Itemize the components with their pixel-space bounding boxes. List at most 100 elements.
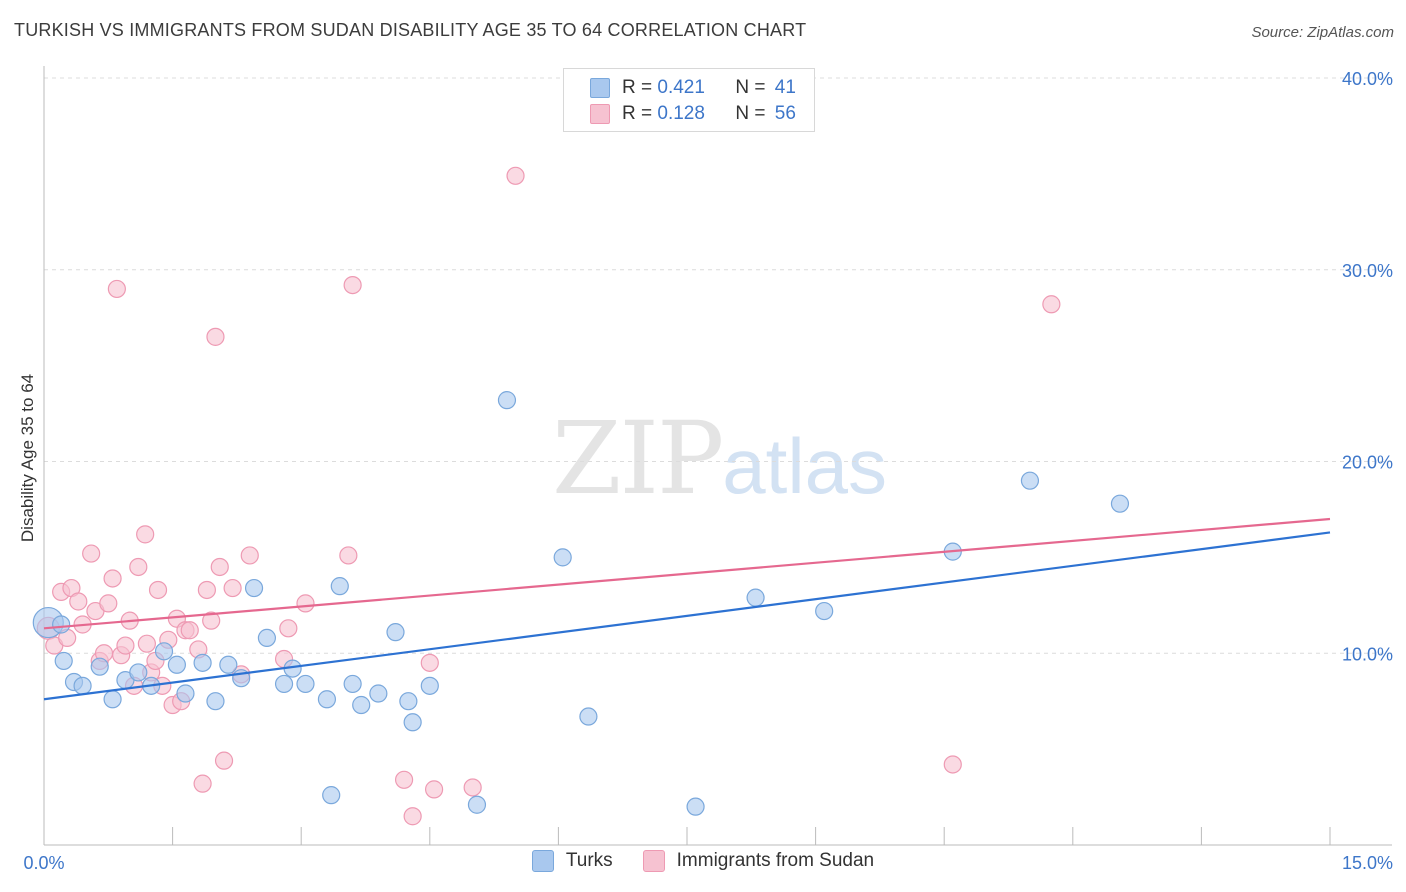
legend-swatch-turks xyxy=(590,78,610,98)
sudan-point xyxy=(82,544,101,563)
turks-point xyxy=(244,578,264,598)
turks-point xyxy=(686,797,705,816)
sudan-point xyxy=(103,569,122,588)
sudan-point xyxy=(463,778,482,797)
legend-n-value: 56 xyxy=(774,103,796,124)
turks-point xyxy=(420,676,439,695)
sudan-point xyxy=(296,594,315,613)
sudan-point xyxy=(394,770,414,789)
sudan-point xyxy=(99,594,118,613)
turks-point xyxy=(296,674,315,694)
legend-r-value: 0.128 xyxy=(657,103,705,124)
turks-point xyxy=(1020,471,1040,490)
turks-point xyxy=(553,548,572,567)
turks-point xyxy=(352,695,371,715)
x-tick-label: 15.0% xyxy=(1342,853,1393,873)
turks-point xyxy=(322,786,341,805)
sudan-point xyxy=(424,780,444,799)
y-tick-label: 40.0% xyxy=(1342,69,1393,89)
turks-point xyxy=(274,674,294,694)
turks-point xyxy=(154,642,174,661)
sudan-point xyxy=(343,275,362,295)
legend-row-sudan: R = 0.128 N = 56 xyxy=(590,101,796,127)
turks-point xyxy=(206,692,225,711)
x-tick-label: 0.0% xyxy=(23,853,64,873)
sudan-point xyxy=(180,621,199,640)
sudan-point xyxy=(403,807,422,826)
sudan-point xyxy=(943,755,962,774)
legend-row-turks: R = 0.421 N = 41 xyxy=(590,75,796,101)
turks-trend-line xyxy=(43,531,1331,701)
sudan-point xyxy=(1042,295,1061,314)
legend-item-turks: Turks xyxy=(531,850,613,872)
turks-point xyxy=(129,663,148,682)
chart-title: TURKISH VS IMMIGRANTS FROM SUDAN DISABIL… xyxy=(14,20,807,40)
sudan-point xyxy=(116,636,135,655)
legend-swatch-sudan xyxy=(642,850,665,872)
turks-point xyxy=(467,795,487,814)
sudan-point xyxy=(129,557,148,577)
y-tick-label: 10.0% xyxy=(1342,644,1393,664)
legend-label-turks: Turks xyxy=(565,850,613,871)
turks-point xyxy=(815,601,834,621)
turks-point xyxy=(399,692,418,711)
turks-point xyxy=(176,684,195,703)
legend-swatch-sudan xyxy=(590,104,610,124)
legend-r-label: R = xyxy=(622,77,658,98)
turks-point xyxy=(317,690,337,709)
turks-point xyxy=(343,674,362,694)
turks-point xyxy=(54,651,73,671)
legend-n-value: 41 xyxy=(774,77,796,98)
legend-r-value: 0.421 xyxy=(657,77,705,98)
sudan-point xyxy=(69,592,88,611)
watermark-atlas: atlas xyxy=(722,422,888,510)
sudan-point xyxy=(197,580,216,600)
turks-point xyxy=(257,628,277,648)
sudan-trend-line xyxy=(43,517,1331,630)
watermark-zip: ZIP xyxy=(552,400,724,517)
source-label: Source: ZipAtlas.com xyxy=(1251,24,1394,41)
turks-point xyxy=(52,615,71,634)
turks-point xyxy=(403,713,422,732)
turks-point xyxy=(497,391,517,410)
sudan-point xyxy=(223,578,242,598)
sudan-point xyxy=(210,557,229,577)
y-tick-label: 20.0% xyxy=(1342,453,1393,473)
legend-n-label: N = xyxy=(735,103,771,124)
sudan-point xyxy=(214,751,234,770)
turks-point xyxy=(1110,494,1130,513)
turks-point xyxy=(193,653,212,672)
sudan-point xyxy=(193,774,212,793)
legend-item-sudan: Immigrants from Sudan xyxy=(642,850,875,872)
sudan-point xyxy=(206,327,225,346)
sudan-point xyxy=(107,279,126,299)
correlation-legend: R = 0.421 N = 41 R = 0.128 N = 56 xyxy=(563,68,815,132)
turks-point xyxy=(746,588,765,607)
turks-point xyxy=(90,657,109,676)
turks-point xyxy=(330,577,349,596)
turks-point xyxy=(103,690,122,709)
legend-r-label: R = xyxy=(622,103,658,124)
turks-point xyxy=(167,655,186,674)
turks-point xyxy=(73,676,92,695)
sudan-point xyxy=(279,619,298,638)
watermark: ZIPatlas xyxy=(552,400,887,517)
y-tick-label: 30.0% xyxy=(1342,261,1393,281)
sudan-point xyxy=(202,611,221,630)
sudan-point xyxy=(148,580,168,600)
legend-swatch-turks xyxy=(531,850,554,872)
legend-n-label: N = xyxy=(735,77,771,98)
sudan-point xyxy=(339,546,358,565)
sudan-point xyxy=(420,653,439,672)
turks-point xyxy=(579,707,598,726)
sudan-point xyxy=(240,546,259,565)
turks-point xyxy=(219,655,238,674)
turks-point xyxy=(386,623,405,642)
series-legend: Turks Immigrants from Sudan xyxy=(0,850,1406,872)
sudan-point xyxy=(506,166,525,185)
turks-point xyxy=(369,684,388,703)
legend-label-sudan: Immigrants from Sudan xyxy=(676,850,875,871)
sudan-point xyxy=(137,634,156,653)
sudan-point xyxy=(136,525,155,544)
